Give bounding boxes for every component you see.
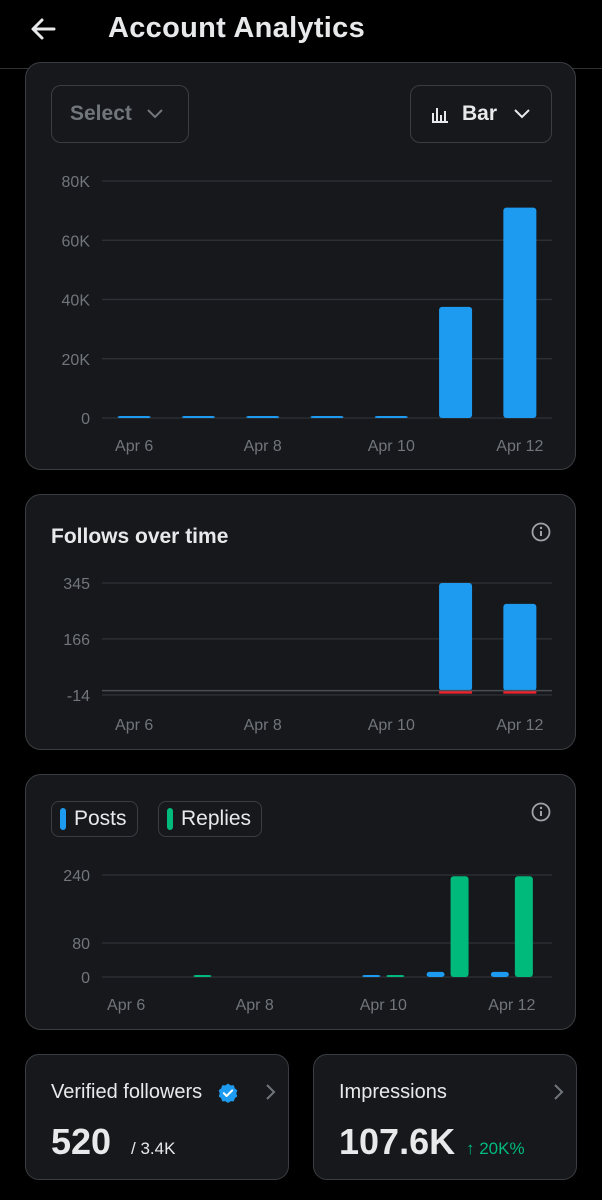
unfollows-bar (439, 690, 473, 694)
bar-chart-icon (432, 108, 448, 123)
impressions-value: 107.6K (339, 1121, 456, 1162)
legend-posts-label: Posts (74, 807, 127, 830)
bar (310, 416, 344, 418)
x-tick-label: Apr 6 (115, 438, 153, 455)
verified-followers-card[interactable]: Verified followers 520 / 3.4K (25, 1054, 289, 1180)
chart-type-dropdown[interactable]: Bar (410, 85, 552, 143)
legend-replies-label: Replies (181, 807, 252, 830)
posts-bar (426, 971, 445, 977)
impressions-card[interactable]: Impressions 107.6K ↑ 20K% (313, 1054, 577, 1180)
impressions-change: ↑ 20K% (466, 1139, 525, 1158)
replies-bar (514, 876, 533, 977)
chevron-right-icon (554, 1084, 564, 1100)
posts-bar (362, 975, 381, 977)
x-tick-label: Apr 6 (115, 717, 153, 734)
y-tick-label: 240 (63, 868, 90, 885)
bar (503, 207, 537, 418)
select-dropdown[interactable]: Select (51, 85, 189, 143)
verified-followers-title: Verified followers (51, 1081, 203, 1103)
follows-chart-card: Follows over time -14 166 345 Apr 6 Apr 8 Apr… (25, 494, 576, 750)
posts-replies-bar-chart: 0 80 240 Apr 6 Apr 8 Apr 10 Apr 12 (63, 868, 552, 1014)
chevron-down-icon (514, 109, 530, 119)
y-tick-label: 40K (62, 293, 91, 310)
x-tick-label: Apr 12 (496, 717, 543, 734)
follows-bar (439, 583, 473, 691)
y-tick-label: 80 (72, 936, 90, 953)
replies-bar (386, 975, 405, 977)
y-tick-label: 345 (63, 576, 90, 593)
follows-bar-chart: -14 166 345 Apr 6 Apr 8 Apr 10 Apr 12 (63, 576, 552, 734)
chart-type-label: Bar (462, 102, 498, 125)
x-tick-label: Apr 10 (360, 997, 407, 1014)
unfollows-bar (503, 690, 537, 694)
bar (439, 306, 473, 418)
total-followers-value: / 3.4K (131, 1139, 176, 1158)
chevron-down-icon (147, 109, 163, 119)
y-tick-label: -14 (67, 688, 90, 705)
replies-bar (193, 975, 212, 977)
replies-bar (450, 876, 469, 977)
bar (246, 416, 280, 418)
info-icon[interactable] (530, 521, 552, 543)
y-tick-label: 20K (62, 352, 91, 369)
x-tick-label: Apr 8 (244, 438, 282, 455)
bar (117, 416, 151, 418)
follows-bar (503, 603, 537, 691)
legend-posts[interactable]: Posts (51, 801, 138, 837)
select-dropdown-label: Select (70, 102, 132, 125)
y-tick-label: 0 (81, 411, 90, 428)
posts-swatch (60, 808, 66, 830)
verified-followers-value: 520 (51, 1121, 112, 1162)
x-tick-label: Apr 8 (244, 717, 282, 734)
y-tick-label: 80K (62, 174, 91, 191)
info-icon[interactable] (530, 801, 552, 823)
back-arrow-icon[interactable] (28, 14, 58, 44)
chevron-right-icon (266, 1084, 276, 1100)
x-tick-label: Apr 8 (236, 997, 274, 1014)
y-tick-label: 166 (63, 632, 90, 649)
x-tick-label: Apr 10 (368, 438, 415, 455)
y-tick-label: 0 (81, 970, 90, 987)
posts-bar (490, 971, 509, 977)
verified-badge-icon (218, 1083, 238, 1103)
replies-swatch (167, 808, 173, 830)
x-tick-label: Apr 12 (496, 438, 543, 455)
posts-replies-chart-card: Posts Replies 0 80 240 Apr 6 Apr 8 Apr 10 Apr … (25, 774, 576, 1030)
x-tick-label: Apr 6 (107, 997, 145, 1014)
y-tick-label: 60K (62, 233, 91, 250)
page-title: Account Analytics (108, 12, 366, 44)
legend-replies[interactable]: Replies (158, 801, 263, 837)
impressions-title: Impressions (339, 1081, 447, 1103)
bar (374, 416, 408, 418)
impressions-chart-card: Select Bar 0 20K 40K 60K 80K Apr 6 Apr 8 Apr 10… (25, 62, 576, 470)
top-app-bar: Account Analytics (0, 0, 602, 69)
x-tick-label: Apr 12 (488, 997, 535, 1014)
x-tick-label: Apr 10 (368, 717, 415, 734)
bar (181, 416, 215, 418)
follows-chart-title: Follows over time (51, 525, 229, 548)
